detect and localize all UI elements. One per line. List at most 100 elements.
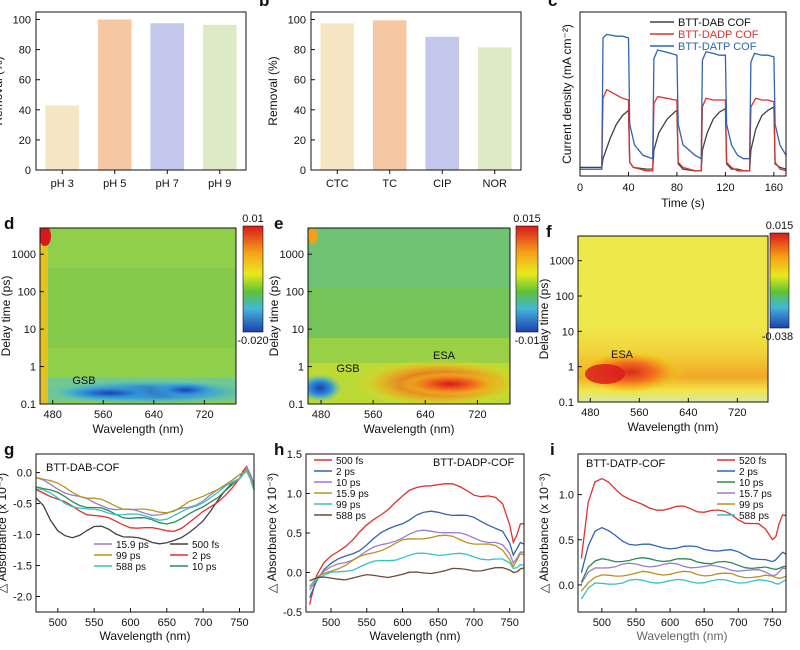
- x-tick-label: 750: [230, 617, 248, 629]
- y-tick-label: -0.5: [13, 499, 32, 511]
- series-line-588-ps: [580, 578, 787, 600]
- legend-label: 10 ps: [336, 478, 360, 489]
- y-tick-label: 40: [19, 105, 31, 117]
- y-tick-label: 10: [292, 324, 304, 336]
- panel-label-g: g: [4, 440, 14, 459]
- y-tick-label: 0.1: [559, 397, 574, 409]
- bar-ph-3: [45, 105, 80, 170]
- panel-label-h: h: [274, 440, 284, 459]
- x-tick-label: TC: [382, 178, 397, 190]
- x-tick-label: 160: [765, 182, 783, 194]
- y-tick-label: -0.5: [283, 607, 302, 619]
- legend-label: BTT-DATP COF: [678, 41, 757, 53]
- x-tick-label: CTC: [326, 178, 349, 190]
- series-line-btt-dadp-cof: [580, 88, 787, 172]
- legend-label: BTT-DADP COF: [678, 29, 759, 41]
- y-axis-label: Current density (mA cm⁻²): [560, 24, 574, 164]
- y-tick-label: -2.0: [13, 592, 32, 604]
- plot-frame: [577, 235, 769, 403]
- series-line-99-ps: [580, 570, 787, 592]
- y-tick-label: 60: [294, 75, 306, 87]
- y-tick-label: 20: [294, 135, 306, 147]
- y-tick-label: 0.0: [287, 568, 302, 580]
- x-tick-label: pH 9: [208, 178, 231, 190]
- y-tick-label: 100: [13, 15, 31, 27]
- panel-label-d: d: [4, 214, 14, 233]
- series-line-520-fs: [580, 477, 787, 559]
- colorbar-min-label: -0.01: [514, 335, 539, 347]
- panel-label-i: i: [550, 440, 555, 459]
- panel-g: 500 550 600 650 700 750 0.0 -0.5 -1.0 -1.5 -2.0 Wav…: [0, 453, 255, 643]
- plot-frame: [35, 453, 255, 613]
- legend-label: 500 fs: [336, 456, 363, 467]
- y-tick-label: 100: [288, 15, 306, 27]
- y-tick-label: 0.5: [559, 535, 574, 547]
- x-tick-label: 550: [85, 617, 103, 629]
- series-line-588-ps: [35, 470, 255, 521]
- x-tick-label: 0: [577, 182, 583, 194]
- bar-ph-7: [150, 23, 185, 170]
- legend-label: 588 ps: [739, 511, 769, 522]
- y-tick-label: 10: [24, 324, 36, 336]
- legend-label: 2 ps: [739, 467, 758, 478]
- annotation-gsb: GSB: [72, 375, 95, 387]
- x-axis-label: Wavelength (nm): [370, 629, 461, 643]
- legend-label: 588 ps: [116, 562, 146, 573]
- y-tick-label: 0.0: [17, 468, 32, 480]
- panel-h: 500 550 600 650 700 750 -0.5 0.0 0.5 1.0 1.5 Wavele…: [265, 449, 525, 643]
- bar-cip: [425, 36, 460, 171]
- legend-label: 2 ps: [192, 551, 211, 562]
- legend-label: 588 ps: [336, 511, 366, 522]
- x-tick-label: 560: [630, 407, 648, 419]
- panel-label-c: c: [548, 0, 557, 10]
- legend-label: BTT-DAB COF: [678, 17, 751, 29]
- plot-frame: [307, 227, 511, 405]
- x-tick-label: 550: [358, 617, 376, 629]
- colorbar: [769, 232, 790, 329]
- x-tick-label: 650: [695, 617, 713, 629]
- y-tick-label: -1.0: [13, 530, 32, 542]
- legend-label: 520 fs: [739, 456, 766, 467]
- legend-label: 99 ps: [116, 551, 140, 562]
- y-tick-label: 1.5: [287, 449, 302, 461]
- panel-f: 480 560 640 720 0.1 1 10 100 1000 Wavelength (nm)…: [537, 220, 793, 434]
- y-tick-label: 40: [294, 105, 306, 117]
- x-tick-label: 600: [121, 617, 139, 629]
- legend-label: 15.9 ps: [336, 489, 369, 500]
- x-tick-label: 550: [627, 617, 645, 629]
- x-tick-label: pH 7: [156, 178, 179, 190]
- x-axis-label: Wavelength (nm): [93, 422, 184, 436]
- legend-label: 10 ps: [192, 562, 216, 573]
- colorbar-max-label: 0.01: [242, 213, 263, 225]
- gsb-core: [55, 385, 165, 401]
- heatmap-band: [308, 228, 510, 288]
- edge-artifact: [40, 228, 51, 246]
- gsb-region: [308, 374, 342, 402]
- panel-b: CTC TC CIP NOR 0 20 40 60 80 100 Removal (%): [266, 11, 522, 190]
- colorbar-min-label: -0.038: [762, 331, 793, 343]
- series-line-99-ps: [35, 468, 255, 514]
- plot-frame: [577, 453, 787, 613]
- y-tick-label: 100: [18, 287, 36, 299]
- series-line-10-ps: [580, 557, 787, 583]
- heatmap-image: [578, 236, 768, 402]
- legend-label: 99 ps: [739, 500, 763, 511]
- esa-core: [585, 364, 625, 384]
- panel-e: 480 560 640 720 0.1 1 10 100 1000 Wavelength (nm)…: [267, 213, 541, 436]
- x-tick-label: 700: [194, 617, 212, 629]
- y-tick-label: 1: [298, 362, 304, 374]
- panel-c: 0 40 80 120 160 Time (s) Current density (mA c…: [560, 11, 787, 210]
- series-line-15-9-ps: [35, 465, 255, 516]
- x-tick-label: 650: [429, 617, 447, 629]
- x-tick-label: 650: [158, 617, 176, 629]
- x-tick-label: 560: [364, 409, 382, 421]
- panel-a: pH 3 pH 5 pH 7 pH 9 0 20 40 60 80 100 Removal (%): [0, 11, 247, 190]
- x-tick-label: 640: [679, 407, 697, 419]
- series-line-10-ps: [35, 466, 255, 525]
- bar-ctc: [320, 23, 355, 170]
- annotation-esa: ESA: [433, 350, 456, 362]
- esa-core: [398, 372, 502, 396]
- heatmap-image: [308, 228, 510, 404]
- x-tick-label: 720: [728, 407, 746, 419]
- y-tick-label: 20: [19, 135, 31, 147]
